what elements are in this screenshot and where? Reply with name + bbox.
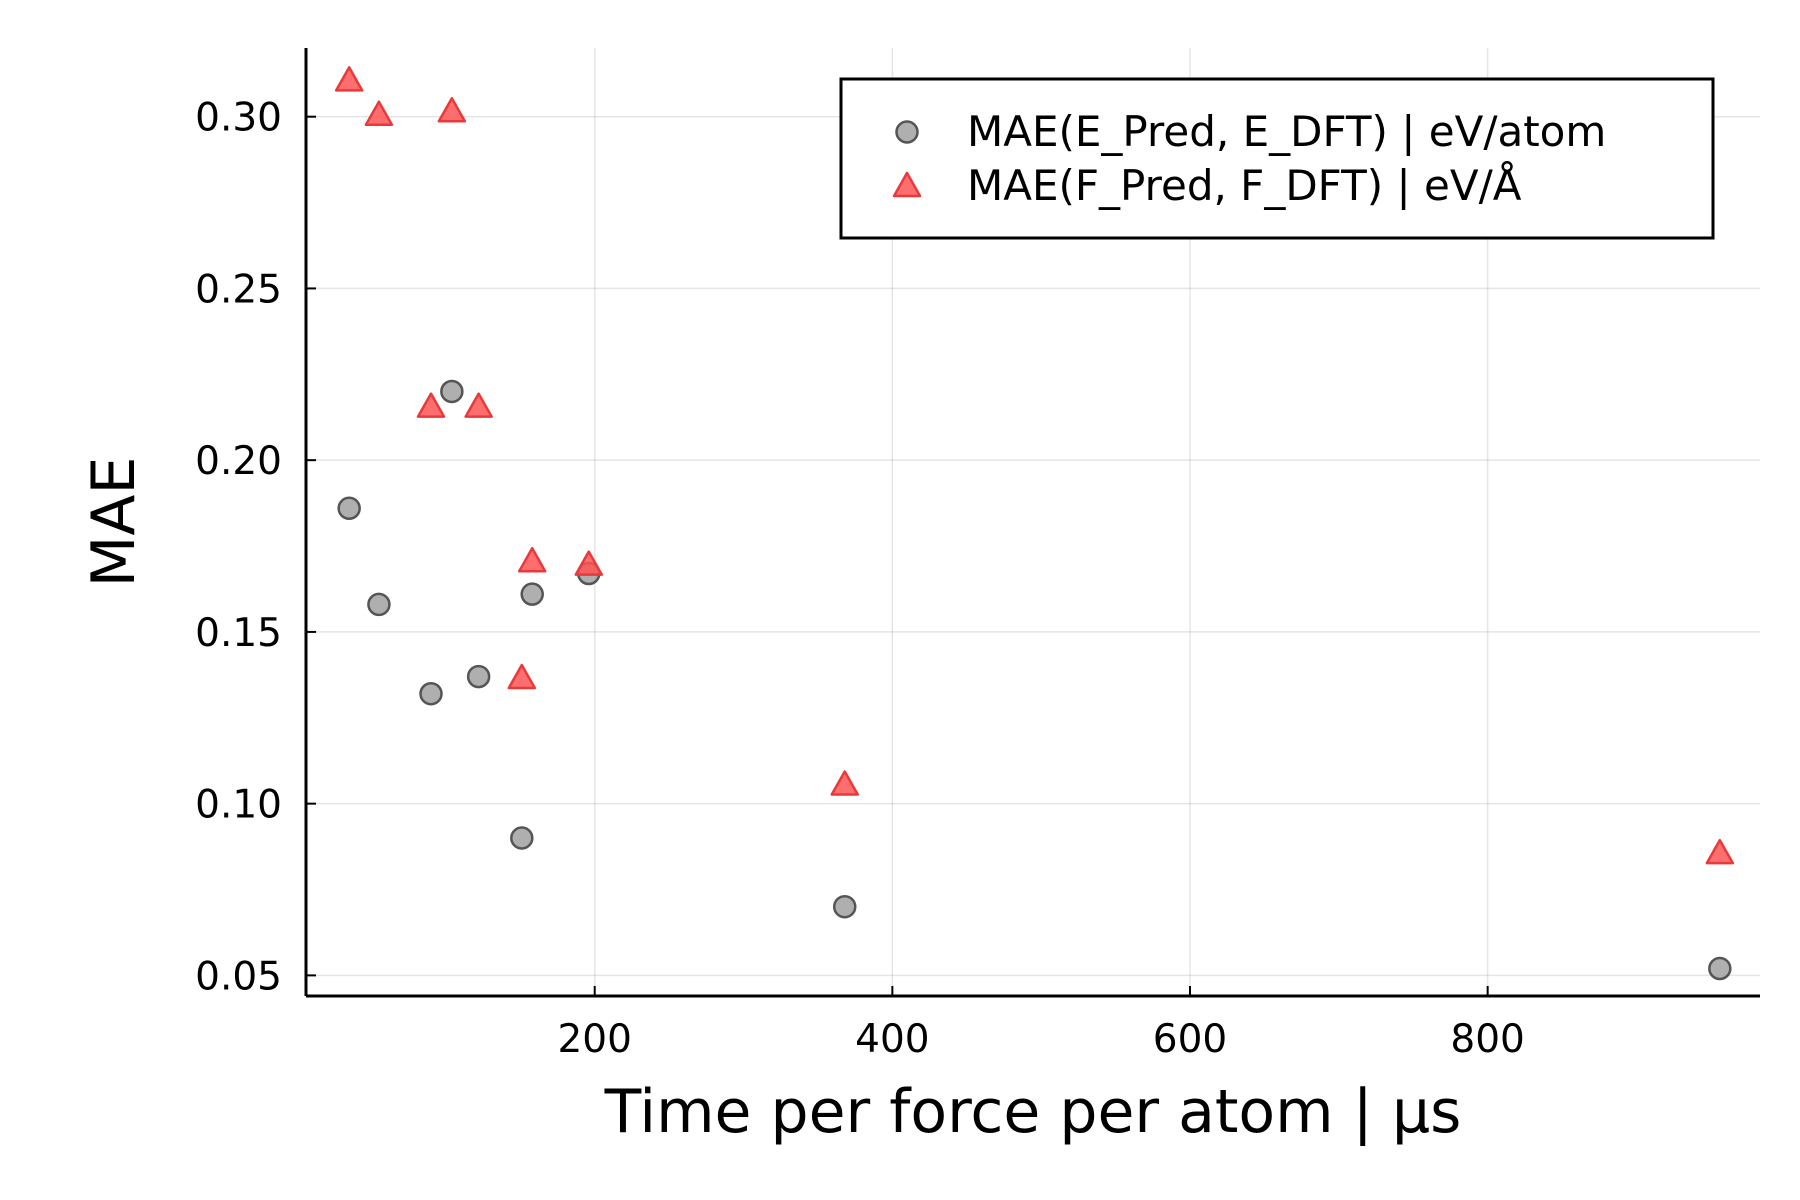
legend: MAE(E_Pred, E_DFT) | eV/atomMAE(F_Pred, … [839, 77, 1715, 240]
series-1-point [510, 826, 534, 850]
series-1-point [367, 592, 391, 617]
x-tick-label: 200 [557, 1017, 631, 1062]
series-1-point [419, 681, 443, 706]
data-points [334, 66, 1735, 981]
tick-labels: 200 400 600 800 0.05 0.10 0.15 0.20 0.25 0.30 [195, 96, 1525, 1062]
y-tick-label: 0.30 [195, 96, 282, 141]
axes [304, 48, 1760, 998]
legend-marker-triangle [892, 171, 922, 198]
series-2-point [437, 97, 467, 123]
legend-box [839, 77, 1715, 240]
series-2-point [574, 550, 604, 576]
legend-label: MAE(F_Pred, F_DFT) | eV/Å [967, 160, 1522, 210]
x-axis-label: Time per force per atom | μs [604, 1077, 1462, 1147]
series-1-point [1708, 956, 1732, 981]
series-2-point [517, 546, 547, 573]
x-tick-label: 400 [855, 1017, 929, 1062]
series-2-point [334, 66, 364, 92]
legend-marker-circle [895, 120, 919, 144]
series-1-point [520, 582, 544, 606]
y-tick-label: 0.25 [195, 267, 282, 312]
series-2-point [507, 663, 537, 690]
series-1-point [440, 379, 464, 404]
series-1-point [832, 894, 857, 919]
series-2-point [1705, 838, 1735, 865]
series-1-point [466, 664, 491, 689]
series-2-point [830, 770, 859, 796]
y-axis-label: MAE [79, 457, 149, 588]
series-2-point [416, 392, 446, 418]
y-tick-label: 0.10 [195, 783, 282, 828]
y-tick-label: 0.20 [195, 439, 282, 484]
series-1-point [337, 496, 361, 521]
series-2-point [464, 392, 493, 418]
x-tick-label: 600 [1153, 1017, 1227, 1062]
y-tick-label: 0.15 [195, 611, 282, 656]
legend-label: MAE(E_Pred, E_DFT) | eV/atom [967, 107, 1606, 156]
series-2-point [364, 100, 394, 126]
y-tick-label: 0.05 [195, 954, 282, 999]
x-tick-label: 800 [1450, 1017, 1524, 1062]
